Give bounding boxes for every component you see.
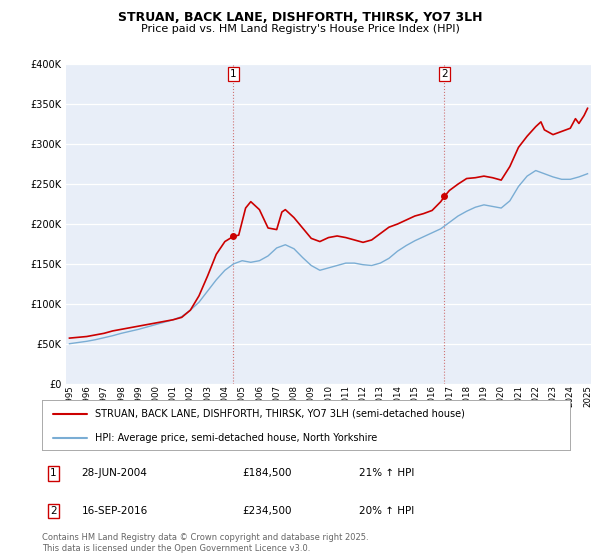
- Text: STRUAN, BACK LANE, DISHFORTH, THIRSK, YO7 3LH (semi-detached house): STRUAN, BACK LANE, DISHFORTH, THIRSK, YO…: [95, 409, 464, 419]
- Text: £184,500: £184,500: [242, 469, 292, 478]
- Text: 1: 1: [50, 469, 56, 478]
- Text: 2: 2: [50, 506, 56, 516]
- Text: 28-JUN-2004: 28-JUN-2004: [82, 469, 148, 478]
- Text: 16-SEP-2016: 16-SEP-2016: [82, 506, 148, 516]
- Text: £234,500: £234,500: [242, 506, 292, 516]
- Text: 2: 2: [441, 69, 448, 79]
- Text: Contains HM Land Registry data © Crown copyright and database right 2025.
This d: Contains HM Land Registry data © Crown c…: [42, 533, 368, 553]
- Text: Price paid vs. HM Land Registry's House Price Index (HPI): Price paid vs. HM Land Registry's House …: [140, 24, 460, 34]
- Text: 21% ↑ HPI: 21% ↑ HPI: [359, 469, 414, 478]
- Text: 1: 1: [230, 69, 236, 79]
- Text: STRUAN, BACK LANE, DISHFORTH, THIRSK, YO7 3LH: STRUAN, BACK LANE, DISHFORTH, THIRSK, YO…: [118, 11, 482, 24]
- Text: HPI: Average price, semi-detached house, North Yorkshire: HPI: Average price, semi-detached house,…: [95, 433, 377, 442]
- Text: 20% ↑ HPI: 20% ↑ HPI: [359, 506, 414, 516]
